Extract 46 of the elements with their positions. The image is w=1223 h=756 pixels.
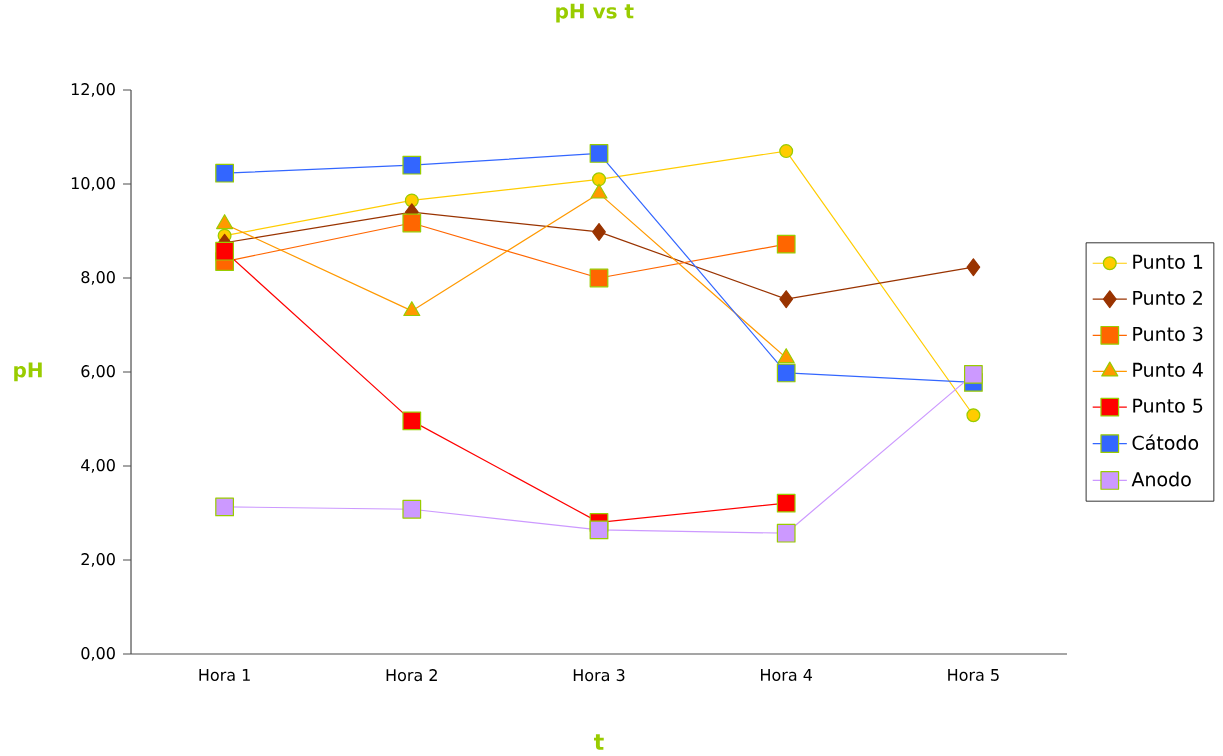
point: [776, 523, 796, 543]
point: [402, 499, 422, 519]
point: [779, 290, 794, 309]
point: [779, 144, 794, 159]
point: [776, 234, 796, 254]
point: [402, 155, 422, 175]
point: [776, 493, 796, 513]
y-tick-label: 4,00: [81, 459, 115, 473]
y-tick-label: 2,00: [81, 553, 115, 567]
legend-label: Punto 4: [1133, 362, 1203, 377]
legend-label: Anodo: [1131, 471, 1191, 487]
point: [402, 411, 422, 431]
point: [589, 268, 609, 288]
x-tick-label: Hora 4: [761, 669, 813, 681]
x-axis-title: t: [594, 734, 604, 750]
y-tick-label: 10,00: [71, 177, 115, 191]
point: [966, 408, 981, 423]
y-tick-label: 8,00: [81, 271, 115, 285]
y-tick-label: 0,00: [81, 647, 115, 661]
point: [215, 163, 235, 183]
point: [777, 348, 795, 364]
point: [402, 213, 422, 233]
point: [592, 222, 606, 241]
legend-label: Punto 2: [1133, 290, 1202, 306]
legend-label: Punto 3: [1133, 326, 1203, 342]
y-axis-title: pH: [14, 362, 42, 382]
x-tick-label: Hora 5: [948, 669, 999, 681]
point: [589, 144, 609, 163]
point: [215, 497, 235, 517]
x-tick-label: Hora 3: [573, 669, 625, 682]
x-tick-label: Hora 1: [199, 669, 250, 681]
point: [403, 301, 421, 317]
legend-label: Punto 1: [1133, 254, 1203, 269]
point: [966, 258, 981, 277]
chart-title: pH vs t: [556, 3, 634, 23]
point: [776, 363, 796, 383]
point: [592, 172, 606, 187]
legend-label: Cátodo: [1132, 434, 1199, 451]
x-tick-label: Hora 2: [386, 669, 437, 682]
point: [216, 214, 234, 230]
point: [589, 520, 609, 540]
y-tick-label: 6,00: [81, 365, 115, 379]
point: [215, 241, 235, 261]
y-tick-label: 12,00: [71, 83, 115, 97]
point: [963, 364, 983, 384]
legend-label: Punto 5: [1133, 398, 1203, 413]
